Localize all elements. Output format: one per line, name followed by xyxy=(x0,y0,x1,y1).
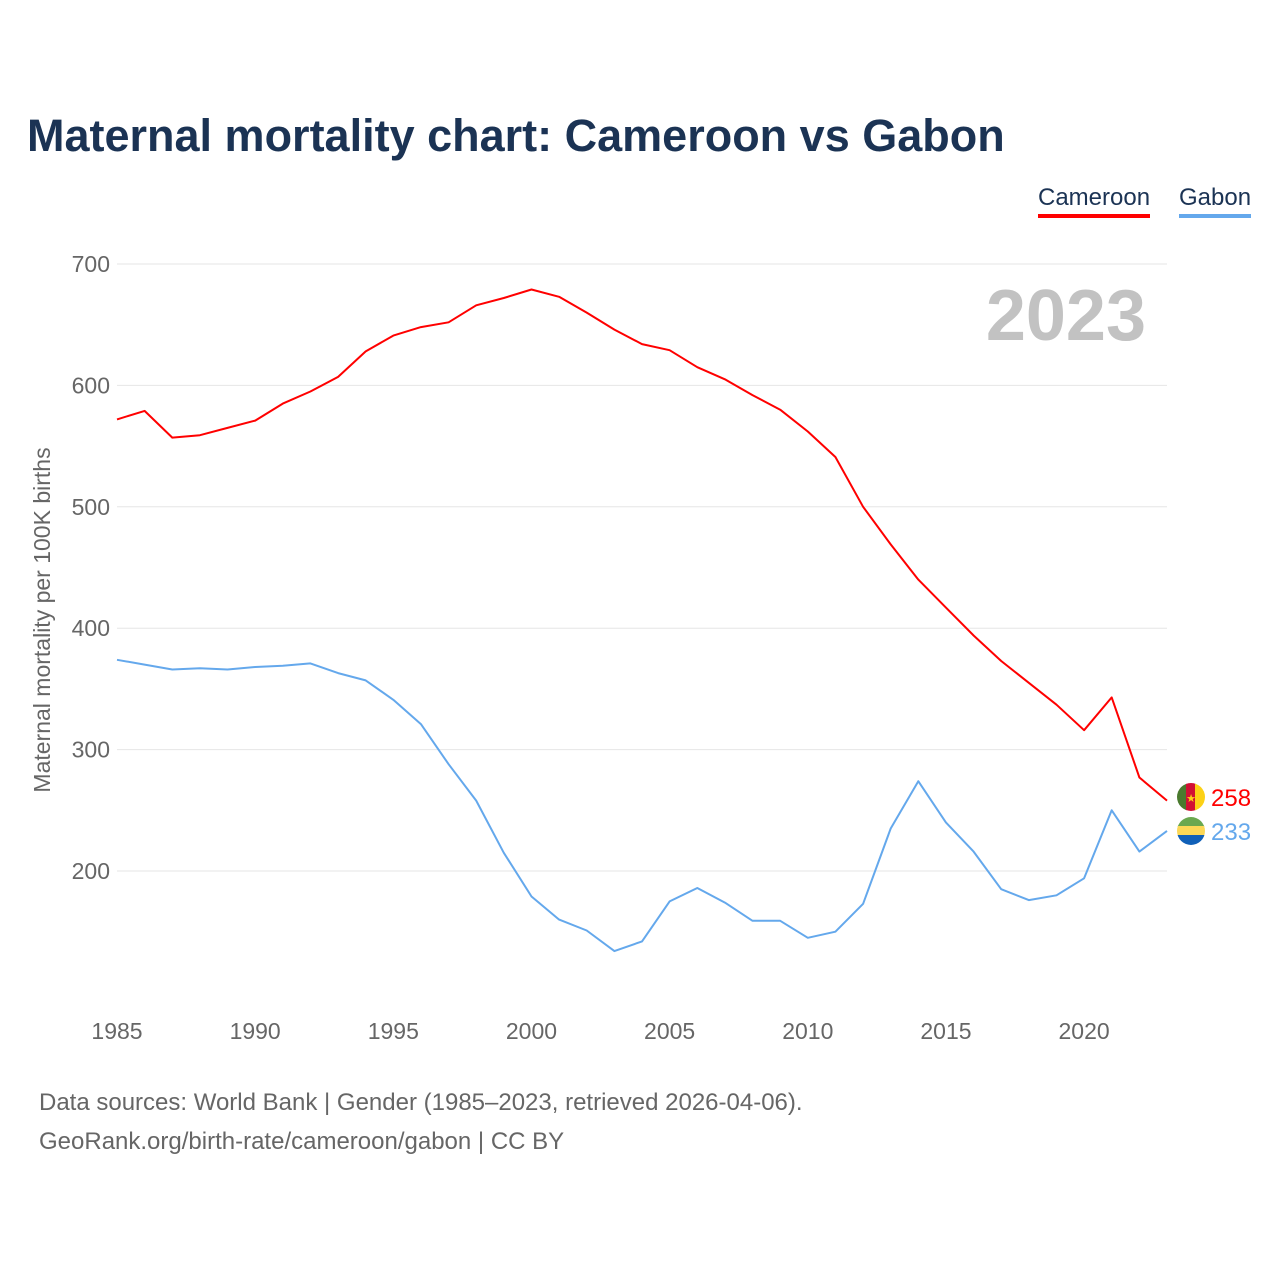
cameroon-end-label: 258 xyxy=(1211,785,1251,812)
x-tick-label: 2010 xyxy=(782,1018,833,1044)
y-tick-label: 400 xyxy=(72,615,110,641)
x-tick-label: 1990 xyxy=(230,1018,281,1044)
x-tick-label: 1995 xyxy=(368,1018,419,1044)
year-watermark: 2023 xyxy=(986,276,1146,356)
y-tick-label: 300 xyxy=(72,737,110,763)
series-line-cameroon xyxy=(116,288,1168,802)
cameroon-flag-icon: ★ xyxy=(1177,783,1205,811)
source-link[interactable]: GeoRank.org/birth-rate/cameroon/gabon | … xyxy=(39,1128,565,1155)
x-tick-label: 1985 xyxy=(91,1018,142,1044)
y-axis-label: Maternal mortality per 100K births xyxy=(29,447,55,792)
x-tick-label: 2020 xyxy=(1059,1018,1110,1044)
series-line-gabon xyxy=(116,658,1168,953)
legend-gabon[interactable]: Gabon xyxy=(1179,184,1252,218)
y-tick-label: 700 xyxy=(72,251,110,277)
gabon-end-label: 233 xyxy=(1211,819,1251,846)
y-tick-label: 600 xyxy=(72,372,110,398)
chart-title: Maternal mortality chart: Cameroon vs Ga… xyxy=(27,110,1005,161)
y-tick-label: 500 xyxy=(72,494,110,520)
x-tick-label: 2000 xyxy=(506,1018,557,1044)
x-tick-label: 2005 xyxy=(644,1018,695,1044)
y-tick-label: 200 xyxy=(72,858,110,884)
legend-cameroon[interactable]: Cameroon xyxy=(1038,184,1151,218)
source-note: Data sources: World Bank | Gender (1985–… xyxy=(39,1089,803,1116)
gabon-flag-icon xyxy=(1177,817,1205,845)
x-tick-label: 2015 xyxy=(920,1018,971,1044)
svg-text:★: ★ xyxy=(1186,793,1196,805)
